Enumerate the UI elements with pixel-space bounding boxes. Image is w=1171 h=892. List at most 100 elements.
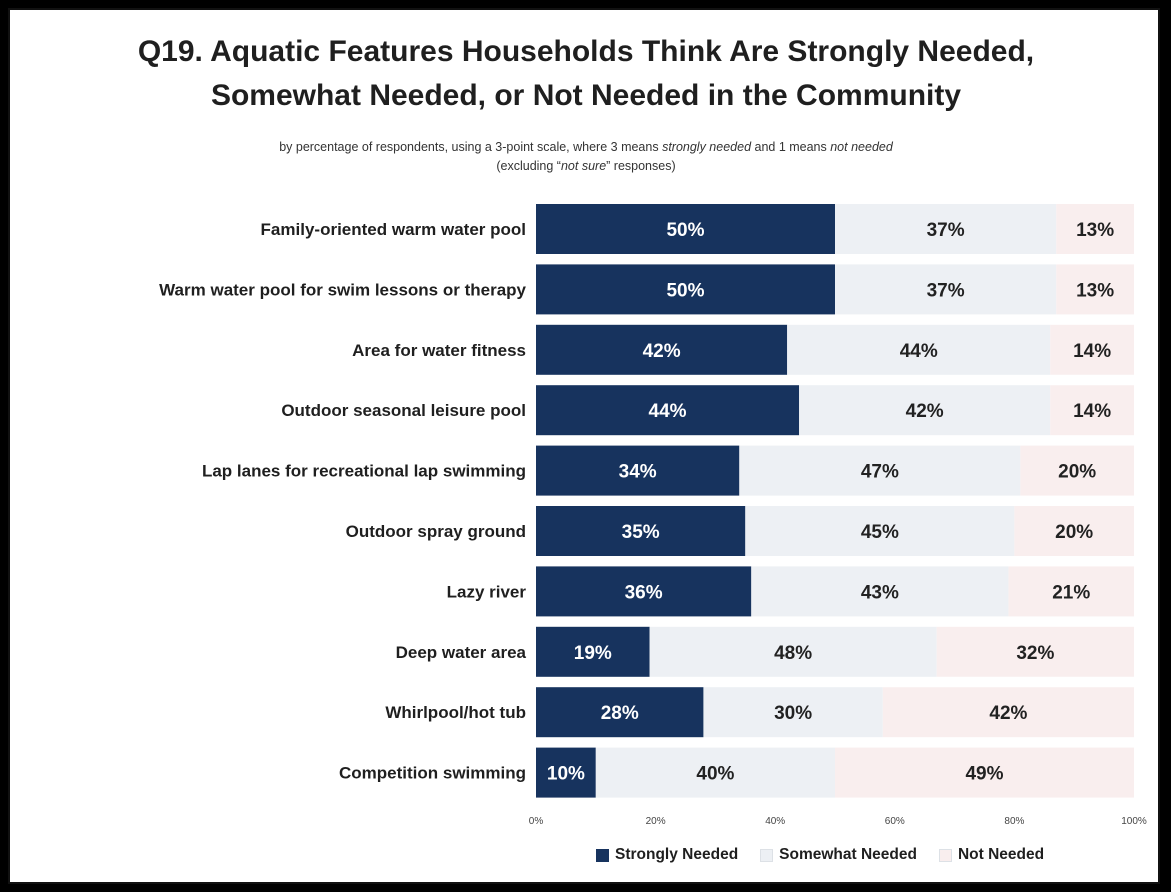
bar-segment-somewhat-needed <box>739 445 1021 496</box>
bar-segment-strongly-needed <box>536 626 650 677</box>
data-label-not-needed: 32% <box>1016 643 1054 664</box>
bar-segment-somewhat-needed <box>745 506 1015 556</box>
bar-segment-somewhat-needed <box>649 626 937 677</box>
data-label-somewhat-needed: 43% <box>861 582 899 603</box>
category-label: Lap lanes for recreational lap swimming <box>202 462 526 481</box>
bar-segment-somewhat-needed <box>703 687 883 738</box>
category-label: Lazy river <box>447 582 527 601</box>
bar-segment-strongly-needed <box>536 506 746 556</box>
category-label: Area for water fitness <box>352 341 526 360</box>
bar-segment-somewhat-needed <box>595 747 835 798</box>
bar-segment-not-needed <box>882 687 1134 738</box>
category-label: Deep water area <box>396 643 527 662</box>
data-label-strongly-needed: 36% <box>625 582 663 603</box>
data-label-somewhat-needed: 37% <box>927 280 965 301</box>
data-label-strongly-needed: 10% <box>547 764 585 785</box>
bar-segment-not-needed <box>1050 385 1134 436</box>
legend-label-somewhat-needed: Somewhat Needed <box>779 846 917 863</box>
data-label-not-needed: 20% <box>1055 522 1093 543</box>
chart-subtitle: by percentage of respondents, using a 3-… <box>10 138 1162 176</box>
legend-swatch-somewhat-needed <box>760 848 774 862</box>
data-label-strongly-needed: 35% <box>622 522 660 543</box>
data-label-not-needed: 42% <box>989 703 1027 724</box>
data-label-strongly-needed: 28% <box>601 703 639 724</box>
subtitle-line-2: (excluding “not sure” responses) <box>10 157 1162 176</box>
chart-title-line-1: Q19. Aquatic Features Households Think A… <box>137 35 1035 68</box>
data-label-somewhat-needed: 30% <box>774 703 812 724</box>
data-label-strongly-needed: 50% <box>666 280 704 301</box>
bar-segment-strongly-needed <box>536 204 835 254</box>
category-label: Outdoor seasonal leisure pool <box>281 401 526 420</box>
legend-label-not-needed: Not Needed <box>957 846 1045 863</box>
bar-segment-strongly-needed <box>536 445 740 496</box>
bar-segment-somewhat-needed <box>835 264 1057 315</box>
data-label-somewhat-needed: 40% <box>696 764 734 785</box>
data-label-strongly-needed: 50% <box>666 220 704 241</box>
subtitle-emphasis: not sure <box>560 159 607 173</box>
category-label: Family-oriented warm water pool <box>261 220 526 239</box>
subtitle-text: ” responses) <box>606 159 676 173</box>
data-label-strongly-needed: 34% <box>619 462 657 483</box>
x-tick-label: 100% <box>1121 816 1147 827</box>
legend-item-somewhat-needed: Somewhat Needed <box>760 846 917 864</box>
data-label-somewhat-needed: 42% <box>906 401 944 422</box>
bar-segment-somewhat-needed <box>787 324 1051 375</box>
bar-segment-strongly-needed <box>536 324 788 375</box>
bar-segment-strongly-needed <box>536 747 596 798</box>
category-label: Outdoor spray ground <box>346 522 526 541</box>
subtitle-line-1: by percentage of respondents, using a 3-… <box>10 138 1162 157</box>
bar-segment-not-needed <box>1008 566 1134 617</box>
bar-segment-not-needed <box>835 747 1134 798</box>
x-tick-label: 80% <box>1004 816 1024 827</box>
legend-item-strongly-needed: Strongly Needed <box>596 846 738 864</box>
bar-segment-strongly-needed <box>536 385 800 436</box>
data-label-not-needed: 21% <box>1052 582 1090 603</box>
chart-title: Q19. Aquatic Features Households Think A… <box>10 30 1162 118</box>
bar-segment-strongly-needed <box>536 687 704 738</box>
category-label: Warm water pool for swim lessons or ther… <box>159 280 526 299</box>
bar-segment-somewhat-needed <box>799 385 1051 436</box>
data-label-somewhat-needed: 45% <box>861 522 899 543</box>
bar-segment-not-needed <box>1014 506 1134 556</box>
legend-swatch-not-needed <box>938 848 952 862</box>
data-label-strongly-needed: 19% <box>574 643 612 664</box>
bar-segment-strongly-needed <box>536 264 835 315</box>
data-label-somewhat-needed: 48% <box>774 643 812 664</box>
legend-item-not-needed: Not Needed <box>938 846 1045 864</box>
subtitle-text: (excluding “ <box>496 159 561 173</box>
data-label-somewhat-needed: 44% <box>900 341 938 362</box>
data-label-not-needed: 14% <box>1073 341 1111 362</box>
subtitle-text: by percentage of respondents, using a 3-… <box>279 140 663 154</box>
chart-legend: Strongly Needed Somewhat Needed Not Need… <box>596 846 1044 864</box>
chart-title-line-2: Somewhat Needed, or Not Needed in the Co… <box>210 79 962 112</box>
legend-label-strongly-needed: Strongly Needed <box>615 846 739 863</box>
bar-segment-somewhat-needed <box>835 204 1057 254</box>
chart-frame: Q19. Aquatic Features Households Think A… <box>8 8 1160 884</box>
x-tick-label: 40% <box>765 816 785 827</box>
bar-segment-not-needed <box>1056 264 1134 315</box>
x-tick-label: 0% <box>529 816 544 827</box>
data-label-not-needed: 20% <box>1058 462 1096 483</box>
bar-segment-not-needed <box>1020 445 1134 496</box>
bar-segment-not-needed <box>1050 324 1134 375</box>
subtitle-text: and 1 means <box>751 140 831 154</box>
legend-swatch-strongly-needed <box>596 848 609 862</box>
bar-segment-somewhat-needed <box>751 566 1009 617</box>
bar-segment-not-needed <box>1056 204 1134 254</box>
stacked-bar-chart: Family-oriented warm water pool 50% 37% 13%… <box>159 204 1147 827</box>
subtitle-emphasis: strongly needed <box>662 140 752 154</box>
subtitle-emphasis: not needed <box>830 140 893 154</box>
data-label-somewhat-needed: 37% <box>927 220 965 241</box>
x-tick-label: 20% <box>646 816 666 827</box>
bar-segment-not-needed <box>936 626 1134 677</box>
data-label-somewhat-needed: 47% <box>861 462 899 483</box>
category-label: Competition swimming <box>339 764 526 783</box>
x-tick-label: 60% <box>885 816 905 827</box>
data-label-strongly-needed: 44% <box>649 401 687 422</box>
category-label: Whirlpool/hot tub <box>385 703 526 722</box>
data-label-not-needed: 49% <box>965 764 1003 785</box>
data-label-not-needed: 13% <box>1076 220 1114 241</box>
bar-segment-strongly-needed <box>536 566 752 617</box>
data-label-not-needed: 14% <box>1073 401 1111 422</box>
data-label-strongly-needed: 42% <box>643 341 681 362</box>
